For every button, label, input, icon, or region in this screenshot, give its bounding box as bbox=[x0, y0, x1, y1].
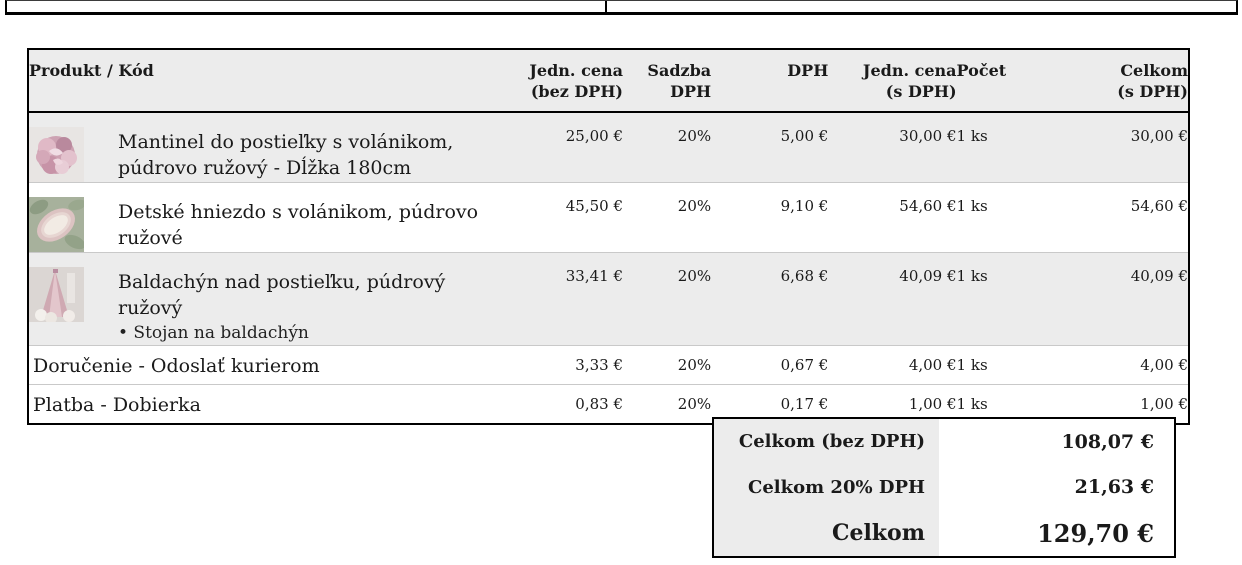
product-image-crib-canopy bbox=[29, 267, 84, 322]
cell-unit-price-excl: 3,33 € bbox=[506, 345, 623, 385]
header-quantity: Počet bbox=[956, 49, 1067, 113]
cell-total-incl: 40,09 € bbox=[1066, 252, 1189, 346]
cell-vat-amount: 6,68 € bbox=[711, 252, 829, 346]
cell-unit-price-excl: 0,83 € bbox=[506, 384, 623, 424]
header-line: (bez DPH) bbox=[530, 82, 623, 101]
header-line: Jedn. cena bbox=[529, 61, 623, 80]
cell-vat-rate: 20% bbox=[623, 384, 712, 424]
payment-method-label: Platba - Dobierka bbox=[33, 394, 201, 416]
cell-total-incl: 54,60 € bbox=[1066, 182, 1189, 253]
cell-unit-price-incl: 54,60 € bbox=[828, 182, 957, 253]
header-vat-rate: Sadzba DPH bbox=[623, 49, 712, 113]
product-option: • Stojan na baldachýn bbox=[118, 323, 309, 343]
cell-vat-rate: 20% bbox=[623, 345, 712, 385]
cell-vat-amount: 9,10 € bbox=[711, 182, 829, 253]
product-row-baldachyn: Baldachýn nad postieľku, púdrový ružový … bbox=[28, 252, 1189, 346]
cell-vat-amount: 5,00 € bbox=[780, 127, 829, 145]
header-line: Sadzba bbox=[647, 61, 712, 80]
cell-total-incl: 4,00 € bbox=[1066, 345, 1189, 385]
cell-vat-rate: 20% bbox=[623, 182, 712, 253]
product-image-baby-nest bbox=[29, 197, 84, 252]
cell-quantity: 1 ks bbox=[956, 127, 988, 145]
totals-label-excl-vat: Celkom (bez DPH) bbox=[714, 419, 939, 465]
totals-box: Celkom (bez DPH) 108,07 € Celkom 20% DPH… bbox=[712, 417, 1176, 558]
totals-value-excl-vat: 108,07 € bbox=[1061, 430, 1154, 453]
header-vat-amount: DPH bbox=[711, 49, 829, 113]
product-row-hniezdo: Detské hniezdo s volánikom, púdrovo ružo… bbox=[28, 182, 1189, 253]
cell-unit-price-incl: 30,00 € bbox=[899, 127, 957, 145]
items-table-body: Mantinel do postieľky s volánikom, púdro… bbox=[28, 112, 1189, 424]
product-name: Mantinel do postieľky s volánikom, púdro… bbox=[118, 131, 454, 179]
product-cell: Detské hniezdo s volánikom, púdrovo ružo… bbox=[29, 197, 507, 252]
header-line: DPH bbox=[670, 82, 712, 101]
shipping-method-label: Doručenie - Odoslať kurierom bbox=[33, 355, 320, 377]
header-line: Celkom bbox=[1120, 61, 1188, 80]
cell-unit-price-incl: 40,09 € bbox=[828, 252, 957, 346]
cell-quantity: 1 ks bbox=[956, 345, 1067, 385]
previous-table-column-divider bbox=[605, 1, 607, 12]
header-product-code: Produkt / Kód bbox=[28, 49, 507, 113]
order-items-table: Produkt / Kód Jedn. cena (bez DPH) Sadzba… bbox=[27, 48, 1190, 425]
cell-unit-price-excl: 33,41 € bbox=[506, 252, 623, 346]
product-text: Baldachýn nad postieľku, púdrový ružový … bbox=[118, 267, 503, 345]
totals-label-vat: Celkom 20% DPH bbox=[714, 464, 939, 511]
cell-quantity: 1 ks bbox=[956, 252, 1067, 346]
totals-value-grand-total: 129,70 € bbox=[1037, 518, 1154, 548]
header-unit-price-excl-vat: Jedn. cena (bez DPH) bbox=[506, 49, 623, 113]
header-line: Jedn. cena bbox=[862, 61, 957, 80]
product-name: Detské hniezdo s volánikom, púdrovo ružo… bbox=[118, 201, 479, 249]
product-image-braided-bumper bbox=[29, 127, 84, 182]
cell-unit-price-incl: 4,00 € bbox=[828, 345, 957, 385]
product-row-mantinel: Mantinel do postieľky s volánikom, púdro… bbox=[28, 112, 1189, 183]
cell-vat-amount: 0,67 € bbox=[711, 345, 829, 385]
shipping-row: Doručenie - Odoslať kurierom 3,33 € 20% … bbox=[28, 345, 1189, 385]
cell-vat-rate: 20% bbox=[677, 127, 712, 145]
cell-vat-rate: 20% bbox=[623, 252, 712, 346]
items-table-header: Produkt / Kód Jedn. cena (bez DPH) Sadzba… bbox=[28, 49, 1189, 113]
cell-unit-price-excl: 45,50 € bbox=[506, 182, 623, 253]
header-unit-price-incl-vat: Jedn. cena (s DPH) bbox=[828, 49, 957, 113]
cell-quantity: 1 ks bbox=[956, 182, 1067, 253]
previous-table-bottom-edge bbox=[5, 0, 1238, 15]
header-line: (s DPH) bbox=[885, 82, 957, 101]
cell-total-incl: 30,00 € bbox=[1130, 127, 1188, 145]
totals-value-vat: 21,63 € bbox=[1074, 476, 1154, 499]
totals-label-grand-total: Celkom bbox=[714, 510, 939, 556]
product-cell: Baldachýn nad postieľku, púdrový ružový … bbox=[29, 267, 507, 345]
header-row: Produkt / Kód Jedn. cena (bez DPH) Sadzba… bbox=[28, 49, 1189, 113]
header-total-incl-vat: Celkom (s DPH) bbox=[1066, 49, 1189, 113]
product-name: Baldachýn nad postieľku, púdrový ružový bbox=[118, 271, 446, 319]
header-line: (s DPH) bbox=[1117, 82, 1188, 101]
cell-unit-price-excl: 25,00 € bbox=[565, 127, 623, 145]
product-cell: Mantinel do postieľky s volánikom, púdro… bbox=[29, 127, 507, 182]
